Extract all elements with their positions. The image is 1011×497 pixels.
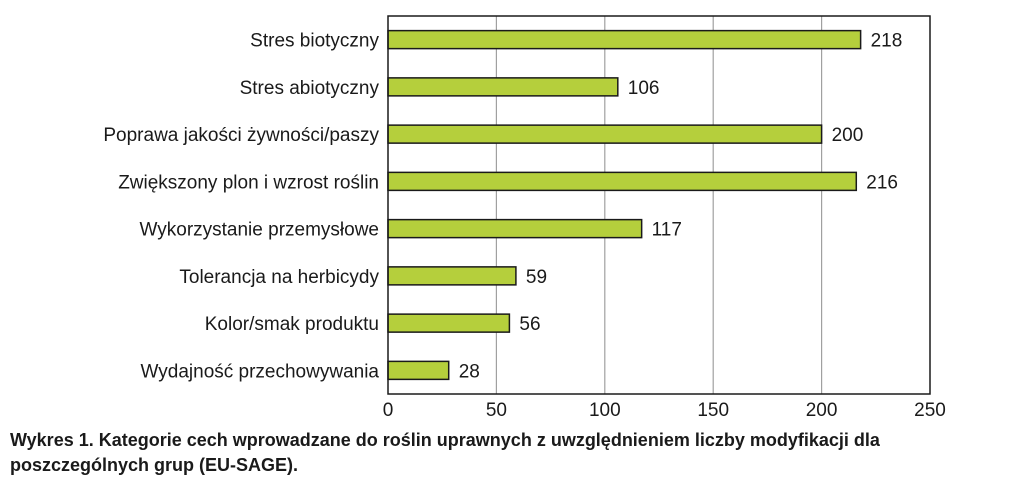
data-label: 200 bbox=[832, 125, 864, 146]
figure-caption: Wykres 1. Kategorie cech wprowadzane do … bbox=[10, 430, 880, 475]
data-label: 216 bbox=[866, 172, 898, 193]
bar bbox=[387, 313, 511, 333]
x-tick-label: 0 bbox=[383, 400, 394, 421]
data-label: 59 bbox=[526, 267, 547, 288]
bar bbox=[387, 77, 619, 97]
category-label: Stres abiotyczny bbox=[240, 78, 380, 99]
bar bbox=[387, 29, 862, 50]
category-label: Wydajność przechowywania bbox=[141, 361, 380, 382]
grid-lines bbox=[495, 16, 823, 394]
data-label: 218 bbox=[871, 31, 903, 52]
x-tick-label: 200 bbox=[806, 400, 838, 421]
x-tick-labels: 0 50 100 150 200 250 bbox=[383, 400, 946, 421]
category-label: Kolor/smak produktu bbox=[205, 314, 379, 335]
bar bbox=[387, 124, 823, 144]
x-tick-label: 150 bbox=[697, 400, 729, 421]
data-label: 106 bbox=[628, 78, 660, 99]
data-label: 117 bbox=[652, 220, 682, 241]
bar-chart: Stres biotyczny Stres abiotyczny Poprawa j… bbox=[103, 15, 946, 421]
x-tick-label: 250 bbox=[914, 400, 946, 421]
bar bbox=[387, 171, 858, 192]
category-labels: Stres biotyczny Stres abiotyczny Poprawa j… bbox=[103, 31, 379, 383]
bar bbox=[387, 218, 643, 239]
category-label: Tolerancja na herbicydy bbox=[179, 267, 379, 288]
bar bbox=[387, 360, 450, 381]
data-label: 56 bbox=[519, 314, 540, 335]
data-labels: 218 106 200 216 117 59 56 28 bbox=[459, 31, 903, 383]
x-tick-label: 100 bbox=[589, 400, 621, 421]
category-label: Stres biotyczny bbox=[250, 31, 379, 52]
category-label: Poprawa jakości żywności/paszy bbox=[103, 125, 379, 146]
category-label: Zwiększony plon i wzrost roślin bbox=[118, 172, 379, 193]
data-label: 28 bbox=[459, 361, 480, 382]
bars bbox=[387, 29, 862, 381]
x-tick-label: 50 bbox=[486, 400, 507, 421]
plot-frame bbox=[387, 15, 931, 395]
bar bbox=[387, 266, 517, 286]
category-label: Wykorzystanie przemysłowe bbox=[139, 220, 379, 241]
